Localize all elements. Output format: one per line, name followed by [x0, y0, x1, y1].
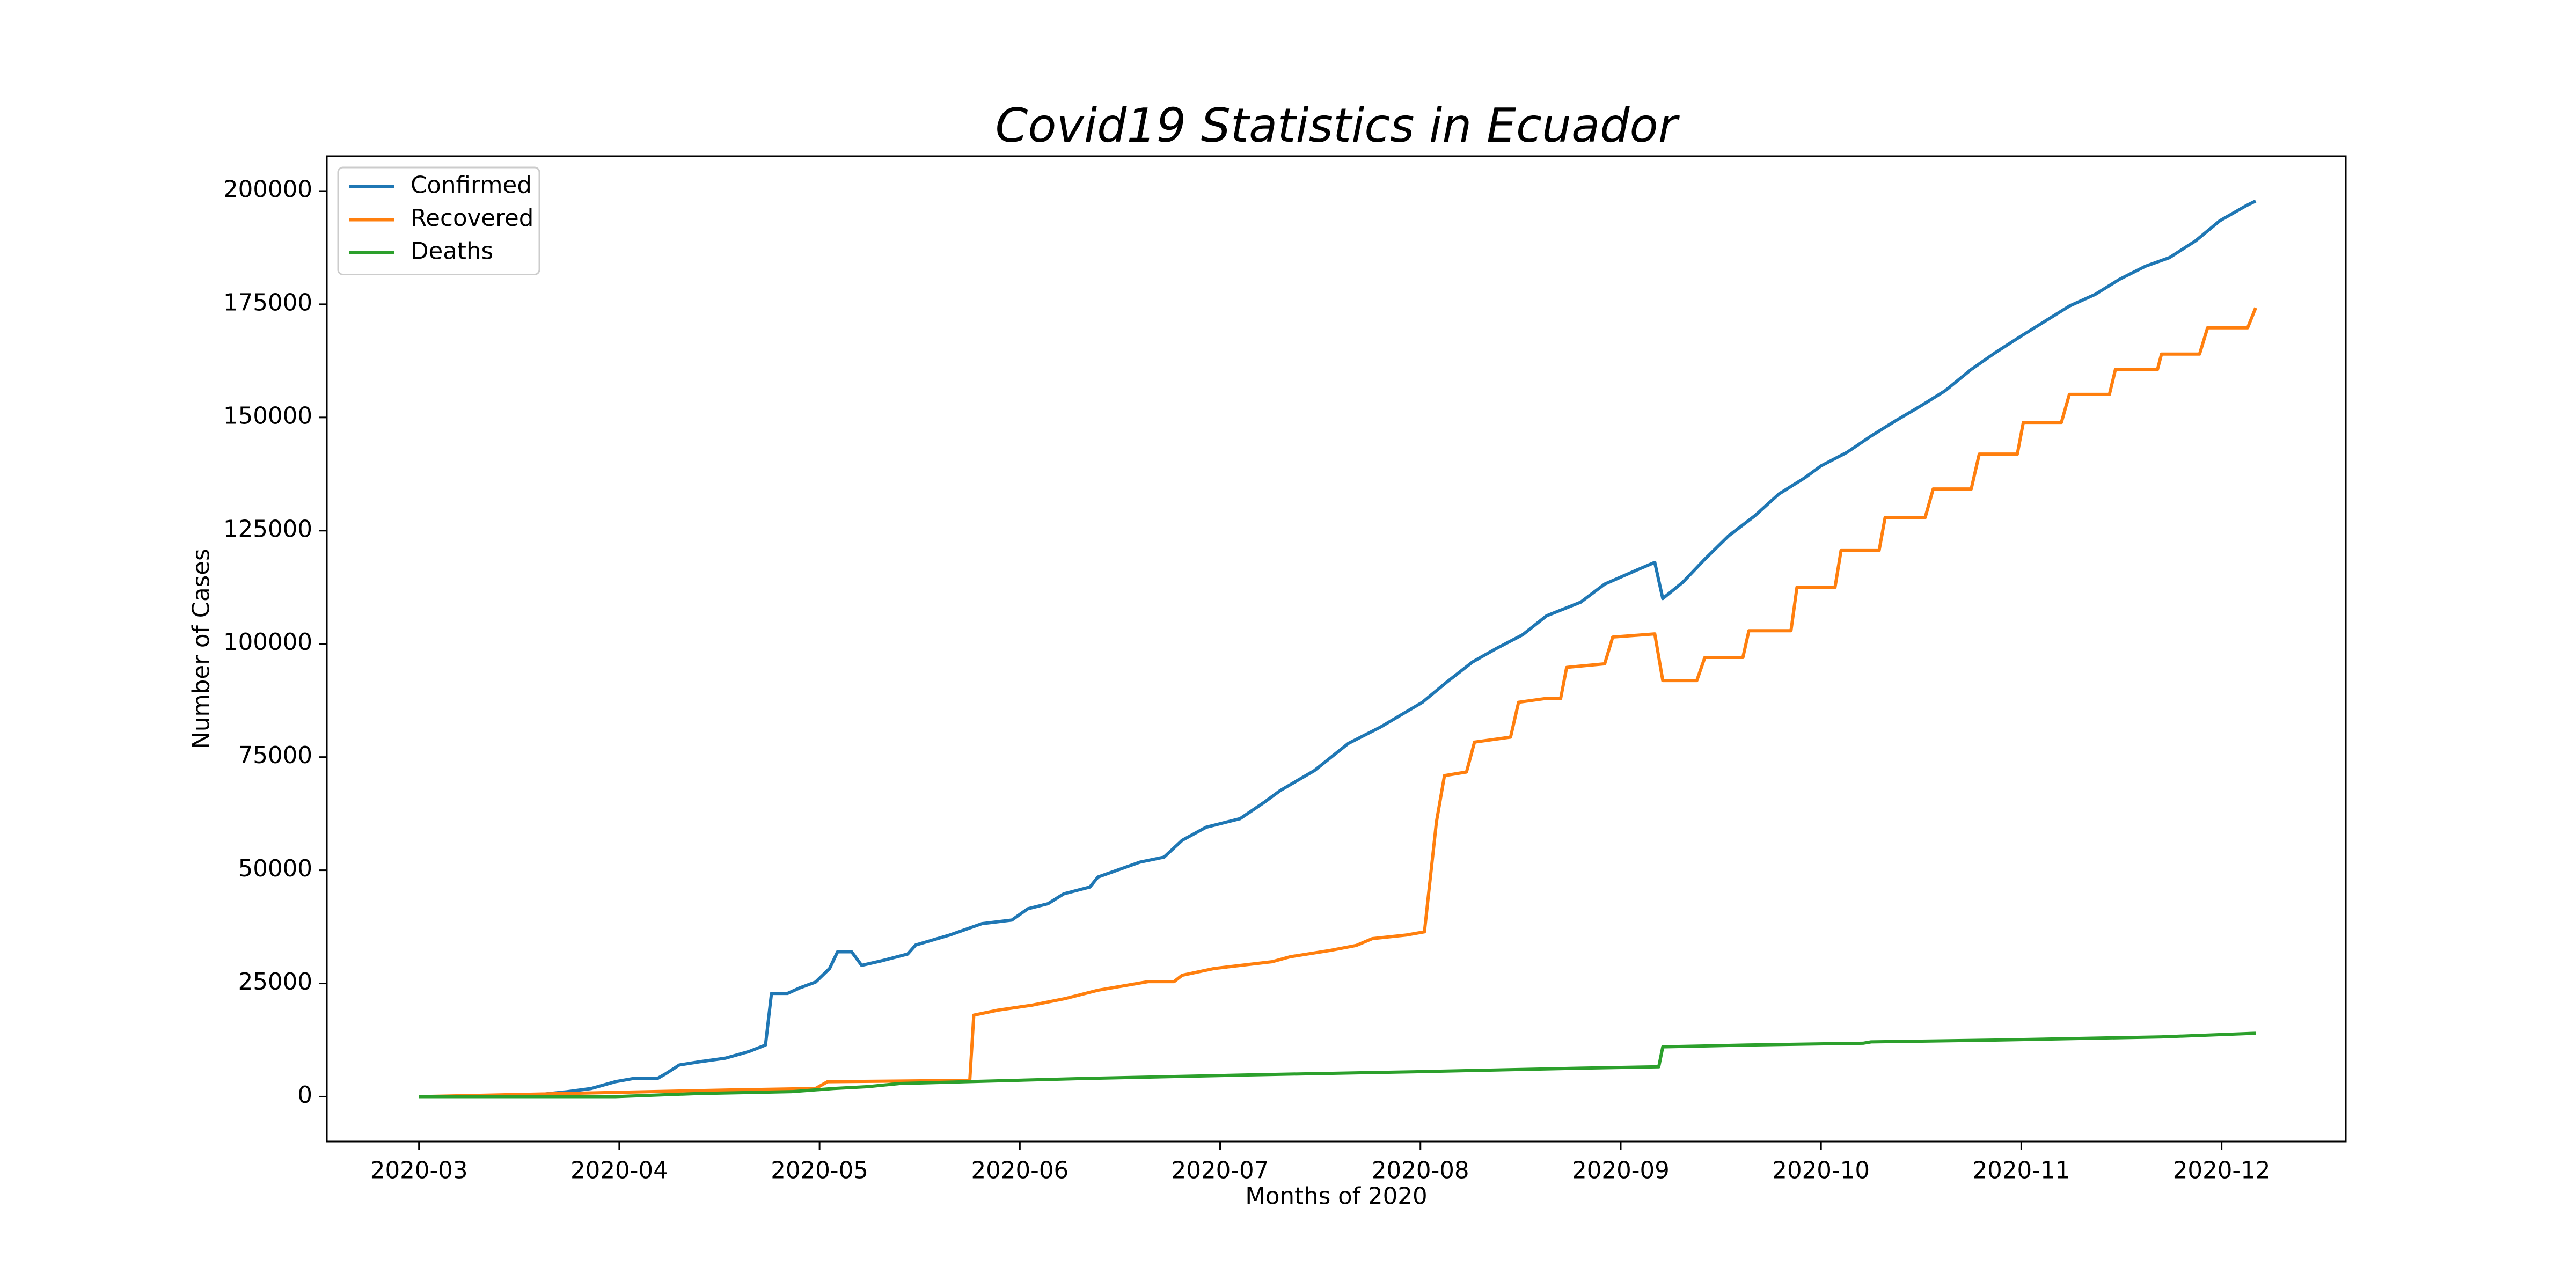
legend-box [337, 166, 540, 275]
data-line [419, 1031, 2256, 1099]
legend-label: Deaths [411, 238, 493, 265]
y-tick-label: 50000 [238, 855, 312, 882]
x-tick-label: 2020-03 [370, 1158, 468, 1184]
y-tick-label: 125000 [223, 516, 312, 543]
y-tick-label: 75000 [238, 742, 312, 769]
x-axis-label: Months of 2020 [1245, 1183, 1427, 1210]
x-tick-label: 2020-04 [570, 1158, 668, 1184]
x-tick-label: 2020-06 [971, 1158, 1069, 1184]
y-tick-label: 200000 [223, 176, 312, 203]
plot-frame [326, 155, 2347, 1143]
x-tick-label: 2020-09 [1572, 1158, 1670, 1184]
y-axis-label: Number of Cases [188, 548, 215, 749]
x-tick-label: 2020-10 [1772, 1158, 1870, 1184]
y-tick-label: 0 [297, 1082, 312, 1109]
x-tick-label: 2020-12 [2173, 1158, 2271, 1184]
legend: Confirmed Recovered Deaths [337, 166, 540, 275]
x-tick-label: 2020-11 [1973, 1158, 2070, 1184]
y-tick-label: 175000 [223, 289, 312, 316]
legend-label: Recovered [411, 205, 533, 232]
data-line [419, 307, 2257, 1099]
x-tick-label: 2020-07 [1172, 1158, 1269, 1184]
y-tick-label: 25000 [238, 969, 312, 996]
x-tick-label: 2020-08 [1372, 1158, 1469, 1184]
data-line [419, 199, 2257, 1099]
x-tick-label: 2020-05 [771, 1158, 868, 1184]
legend-label: Confirmed [411, 172, 532, 199]
y-tick-label: 150000 [223, 402, 312, 429]
chart-title: Covid19 Statistics in Ecuador [995, 98, 1680, 153]
y-tick-label: 100000 [223, 629, 312, 656]
